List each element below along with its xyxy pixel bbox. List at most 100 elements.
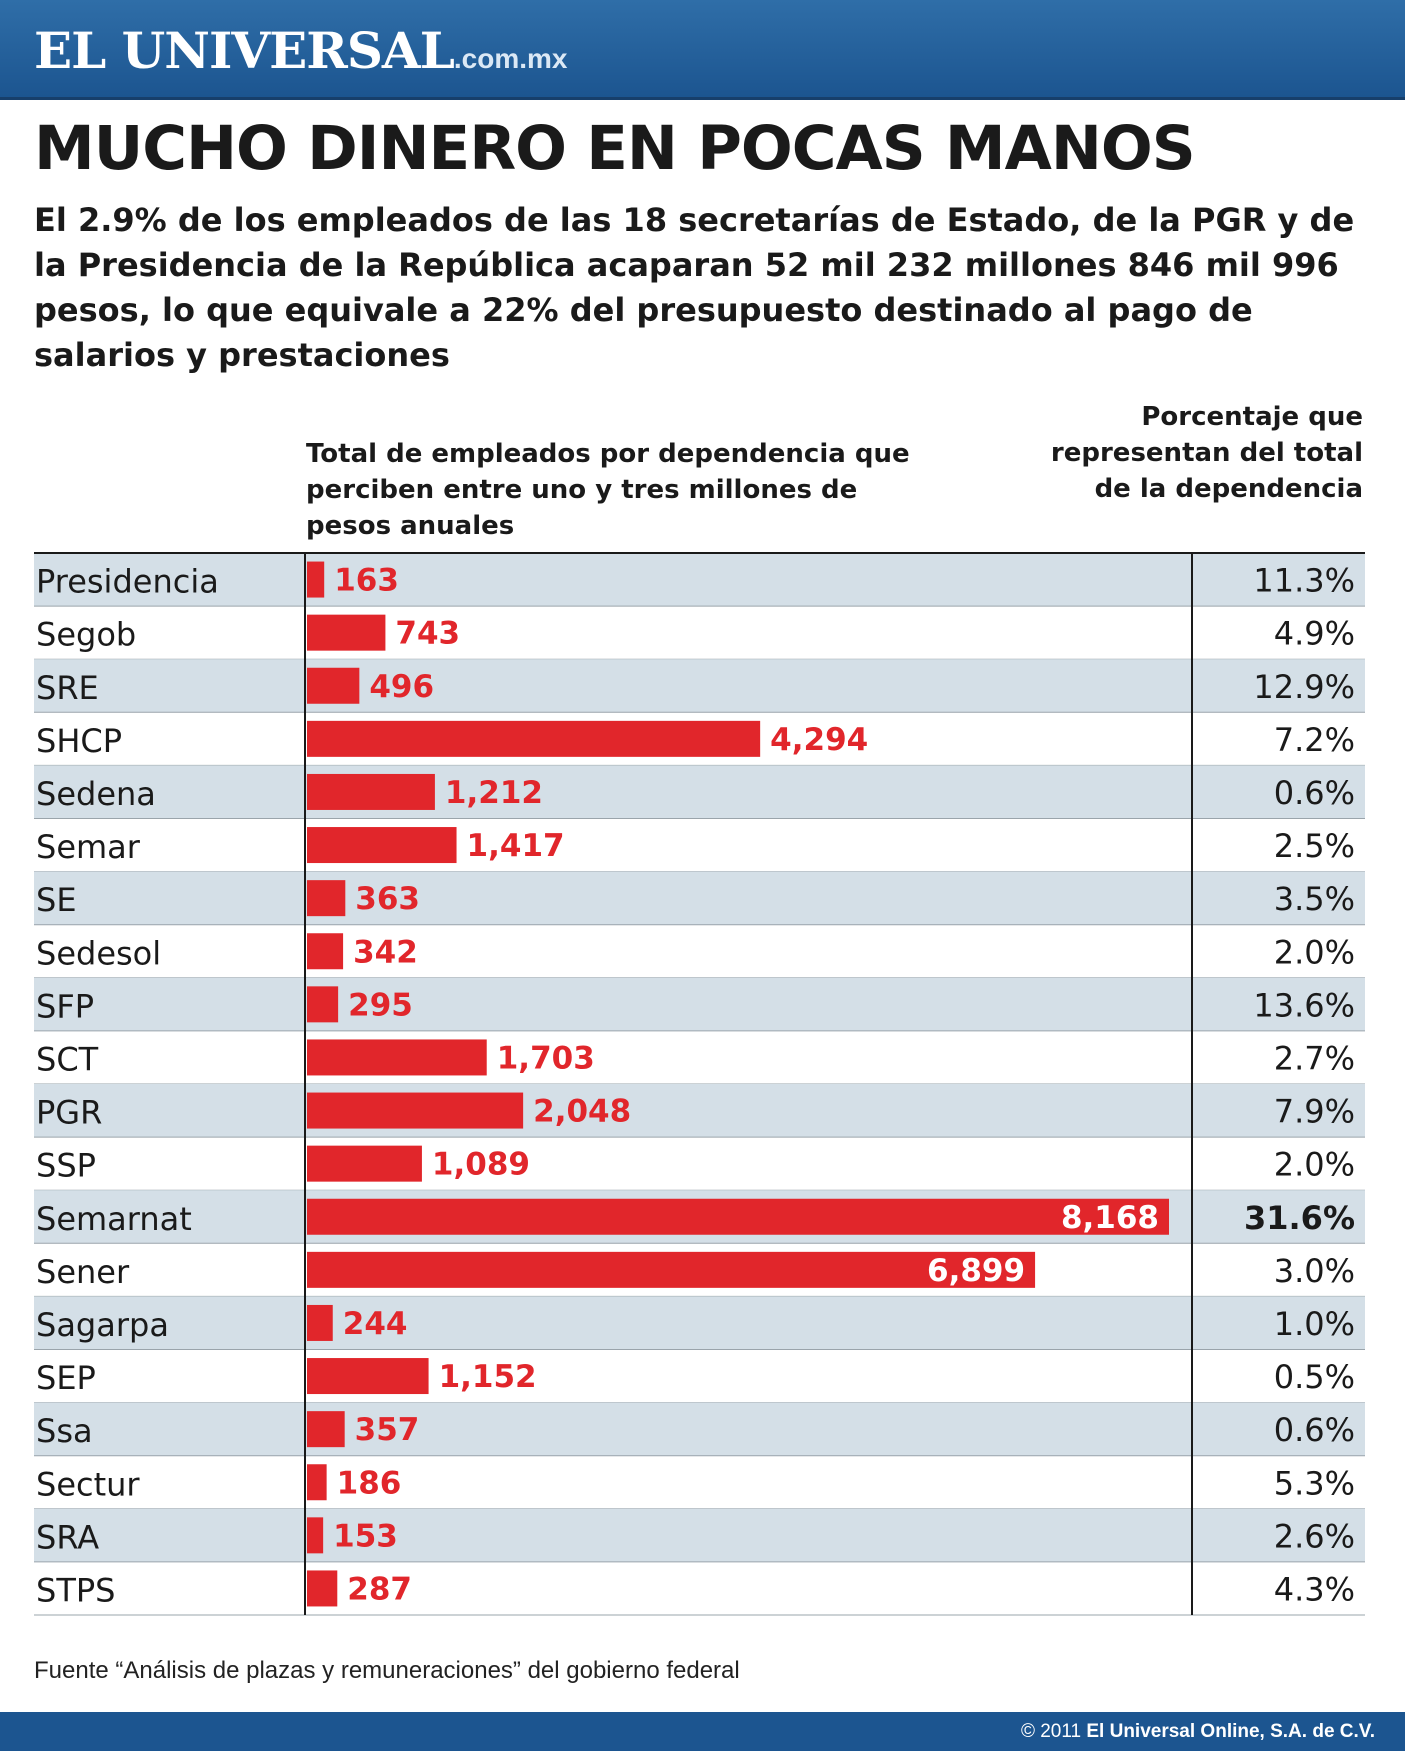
bar <box>307 1198 1169 1235</box>
bar-value-label: 1,089 <box>432 1147 530 1183</box>
row-shade <box>34 1508 1365 1562</box>
bar <box>307 561 325 598</box>
bar-value-label: 244 <box>343 1306 408 1342</box>
copyright-prefix: © 2011 <box>1020 1721 1087 1742</box>
logo-main: EL UNIVERSAL <box>34 21 455 80</box>
bar <box>307 1251 1036 1288</box>
percentage-label: 5.3% <box>1274 1464 1355 1502</box>
bar <box>307 1092 524 1129</box>
bar-value-label: 1,703 <box>497 1040 595 1076</box>
percentage-label: 4.9% <box>1274 615 1355 653</box>
bar <box>307 1145 422 1182</box>
bar-value-label: 6,899 <box>927 1253 1025 1289</box>
bar-value-label: 2,048 <box>533 1094 631 1130</box>
percentage-label: 13.6% <box>1253 986 1355 1024</box>
category-label: Sagarpa <box>36 1306 169 1344</box>
bar <box>307 1517 324 1554</box>
row-shade <box>34 765 1365 819</box>
category-label: STPS <box>36 1571 115 1609</box>
category-label: Sectur <box>36 1465 140 1503</box>
category-label: SHCP <box>36 722 122 760</box>
category-label: SRA <box>36 1518 99 1556</box>
percentage-label: 0.6% <box>1274 1411 1355 1449</box>
page-subtitle: El 2.9% de los empleados de las 18 secre… <box>34 201 1355 374</box>
percentage-label: 2.0% <box>1274 1146 1355 1184</box>
bar <box>307 880 346 917</box>
copyright: © 2011 El Universal Online, S.A. de C.V. <box>1021 1721 1375 1743</box>
percentage-label: 1.0% <box>1274 1305 1355 1343</box>
bar-value-label: 153 <box>333 1518 398 1554</box>
bar-value-label: 1,152 <box>439 1359 537 1395</box>
category-label: SRE <box>36 669 99 707</box>
category-label: SCT <box>36 1040 99 1078</box>
row-shade <box>34 1084 1365 1138</box>
bar-value-label: 1,212 <box>445 775 543 811</box>
bar <box>307 1570 338 1607</box>
bar <box>307 1411 345 1448</box>
category-label: Sedena <box>36 775 156 813</box>
category-label: SSP <box>36 1147 96 1185</box>
bar-value-label: 743 <box>395 616 460 652</box>
bar-value-label: 8,168 <box>1061 1200 1159 1236</box>
percentage-label: 11.3% <box>1253 562 1355 600</box>
row-shade <box>34 977 1365 1031</box>
bar <box>307 933 344 970</box>
category-label: PGR <box>36 1094 102 1132</box>
bar <box>307 720 761 757</box>
percentage-label: 7.2% <box>1274 721 1355 759</box>
row-shade <box>34 659 1365 713</box>
bar-value-label: 357 <box>355 1412 420 1448</box>
bar <box>307 827 457 864</box>
header-bar: EL UNIVERSAL.com.mx <box>0 0 1405 100</box>
percentage-label: 2.6% <box>1274 1517 1355 1555</box>
bar-value-label: 287 <box>347 1571 412 1607</box>
logo[interactable]: EL UNIVERSAL.com.mx <box>34 26 568 76</box>
category-label: SE <box>36 881 77 919</box>
category-label: SEP <box>36 1359 96 1397</box>
bar-chart: Presidencia 163 11.3% Segob 743 4.9% SRE 496 12.… <box>34 552 1365 1616</box>
category-label: Sedesol <box>36 934 161 972</box>
category-label: Semar <box>36 828 141 866</box>
page-title: MUCHO DINERO EN POCAS MANOS <box>34 113 1196 184</box>
bar-value-label: 496 <box>369 669 434 705</box>
percentage-label: 0.6% <box>1274 774 1355 812</box>
percentage-label: 12.9% <box>1253 668 1355 706</box>
bar-value-label: 363 <box>355 881 420 917</box>
percentage-label: 31.6% <box>1244 1199 1355 1237</box>
bar <box>307 614 386 651</box>
percentage-label: 7.9% <box>1274 1093 1355 1131</box>
category-label: Ssa <box>36 1412 93 1450</box>
bar <box>307 1358 429 1395</box>
column-header-percentage: Porcentaje que representan del total de … <box>1050 402 1363 504</box>
logo-suffix: .com.mx <box>453 43 568 74</box>
row-shade <box>34 1296 1365 1350</box>
percentage-label: 3.0% <box>1274 1252 1355 1290</box>
row-shade <box>34 871 1365 925</box>
source-note: Fuente “Análisis de plazas y remuneracio… <box>34 1657 740 1684</box>
bar <box>307 986 339 1023</box>
category-label: Segob <box>36 616 136 654</box>
bar-value-label: 342 <box>353 934 418 970</box>
category-label: Presidencia <box>36 563 219 601</box>
percentage-label: 3.5% <box>1274 880 1355 918</box>
percentage-label: 4.3% <box>1274 1570 1355 1608</box>
category-label: Sener <box>36 1253 130 1291</box>
bar-value-label: 186 <box>337 1465 402 1501</box>
bar-value-label: 1,417 <box>467 828 565 864</box>
bar-value-label: 295 <box>348 987 413 1023</box>
copyright-owner: El Universal Online, S.A. de C.V. <box>1086 1721 1375 1742</box>
row-shade <box>34 553 1365 607</box>
bar-value-label: 163 <box>334 563 399 599</box>
percentage-label: 2.7% <box>1274 1039 1355 1077</box>
column-header-employees: Total de empleados por dependencia que p… <box>306 439 910 541</box>
category-label: SFP <box>36 987 94 1025</box>
bar <box>307 667 360 704</box>
bar <box>307 773 435 810</box>
bar <box>307 1464 327 1501</box>
row-shade <box>34 1402 1365 1456</box>
footer-bar: © 2011 El Universal Online, S.A. de C.V. <box>0 1712 1405 1751</box>
bar <box>307 1304 333 1341</box>
bar <box>307 1039 487 1076</box>
percentage-label: 2.5% <box>1274 827 1355 865</box>
category-label: Semarnat <box>36 1200 192 1238</box>
